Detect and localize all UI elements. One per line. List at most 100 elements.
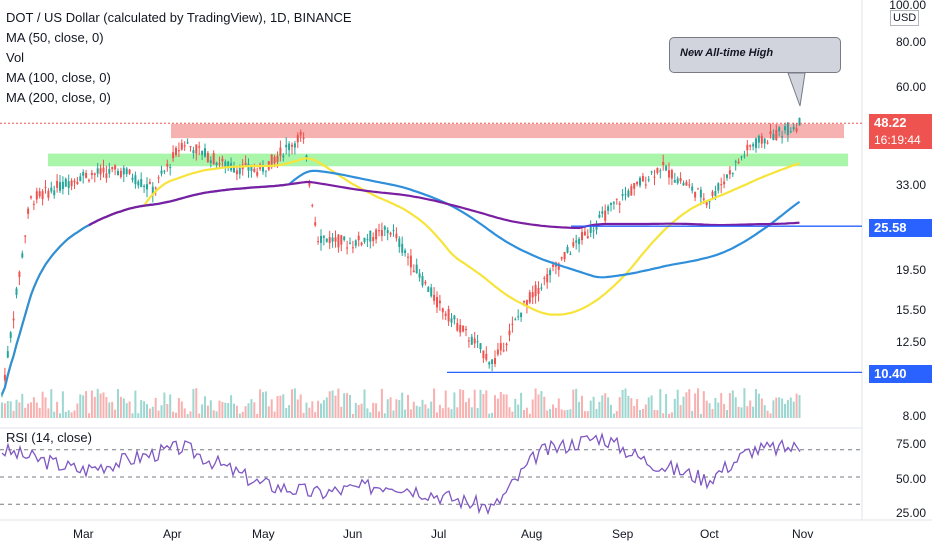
volume-bar [598, 401, 601, 418]
candle [340, 235, 343, 245]
volume-bar [438, 404, 441, 418]
volume-bar [502, 394, 505, 418]
price-tick: 19.50 [895, 263, 926, 277]
candle [572, 242, 575, 247]
volume-bar [247, 403, 250, 418]
candle [119, 170, 122, 178]
candle [786, 122, 789, 136]
candle [70, 180, 73, 187]
candle [334, 237, 337, 242]
candle [380, 230, 383, 236]
volume-bar [375, 403, 378, 418]
volume-bar [206, 405, 209, 418]
legend-ma50: MA (50, close, 0) [6, 30, 104, 45]
month-label: Mar [73, 527, 94, 541]
candle [343, 236, 346, 240]
volume-bar [288, 405, 291, 418]
candle [441, 308, 444, 313]
candle [151, 186, 154, 195]
candle [180, 143, 183, 150]
candle [166, 163, 169, 167]
candle [691, 186, 694, 191]
candle [726, 174, 728, 178]
candle [96, 168, 99, 174]
volume-bar [302, 412, 305, 418]
candle [447, 308, 450, 322]
candle [27, 208, 30, 214]
volume-bar [351, 413, 354, 418]
rsi-tick: 75.00 [895, 437, 926, 451]
candle [444, 313, 447, 316]
candle [392, 230, 395, 232]
volume-bar [525, 407, 528, 418]
candle [592, 230, 595, 232]
volume-bar [128, 401, 131, 418]
candle [302, 137, 305, 139]
candle [772, 134, 775, 140]
volume-bar [430, 401, 433, 418]
volume-bar [160, 405, 163, 418]
candle [644, 184, 647, 186]
volume-bar [282, 394, 285, 418]
candle [668, 170, 670, 178]
volume-bar [79, 394, 82, 418]
candle [552, 264, 554, 267]
volume-bar [728, 393, 731, 418]
volume-bar [137, 413, 140, 418]
ath-callout[interactable]: New All-time High [669, 37, 841, 73]
candle [760, 135, 763, 144]
candle [253, 168, 256, 172]
volume-bar [235, 405, 238, 418]
volume-bar [122, 398, 125, 418]
volume-bar [685, 392, 688, 418]
candle [215, 162, 218, 165]
month-label: Aug [521, 527, 543, 541]
candle [621, 194, 624, 196]
volume-bar [610, 404, 612, 418]
chart-legend: DOT / US Dollar (calculated by TradingVi… [6, 8, 352, 108]
volume-bar [641, 408, 644, 418]
volume-bar [633, 405, 636, 418]
candle [24, 235, 27, 237]
volume-bar [615, 411, 618, 418]
volume-bar [479, 389, 482, 418]
candle [137, 181, 140, 186]
volume-bar [534, 388, 537, 418]
candle [50, 187, 53, 192]
candle [53, 190, 56, 196]
candle [789, 131, 792, 133]
currency-label[interactable]: USD [890, 10, 920, 26]
candle [35, 191, 38, 200]
candle [59, 182, 61, 191]
candle [311, 205, 314, 207]
candle [499, 343, 502, 351]
volume-bar [607, 397, 610, 418]
candle [618, 203, 621, 205]
candle [633, 183, 636, 189]
rsi-tick: 25.00 [895, 506, 926, 520]
volume-bar [424, 404, 427, 418]
candle [781, 136, 784, 138]
volume-bar [183, 408, 186, 418]
volume-bar [749, 400, 752, 418]
candle [436, 297, 438, 308]
volume-bar [73, 410, 76, 418]
volume-bar [293, 388, 296, 418]
candle [209, 160, 212, 164]
volume-bar [595, 409, 598, 418]
candle [589, 225, 592, 233]
candle [99, 168, 102, 175]
candle [293, 143, 296, 148]
candle [586, 236, 589, 238]
volume-bar [586, 411, 589, 418]
volume-bar [665, 394, 668, 418]
candle [450, 318, 453, 323]
volume-bar [528, 413, 531, 418]
volume-bar [621, 389, 624, 418]
candle [670, 170, 673, 179]
candle [514, 319, 517, 321]
candle [496, 349, 499, 355]
volume-bar [233, 403, 235, 418]
volume-bar [241, 411, 244, 418]
